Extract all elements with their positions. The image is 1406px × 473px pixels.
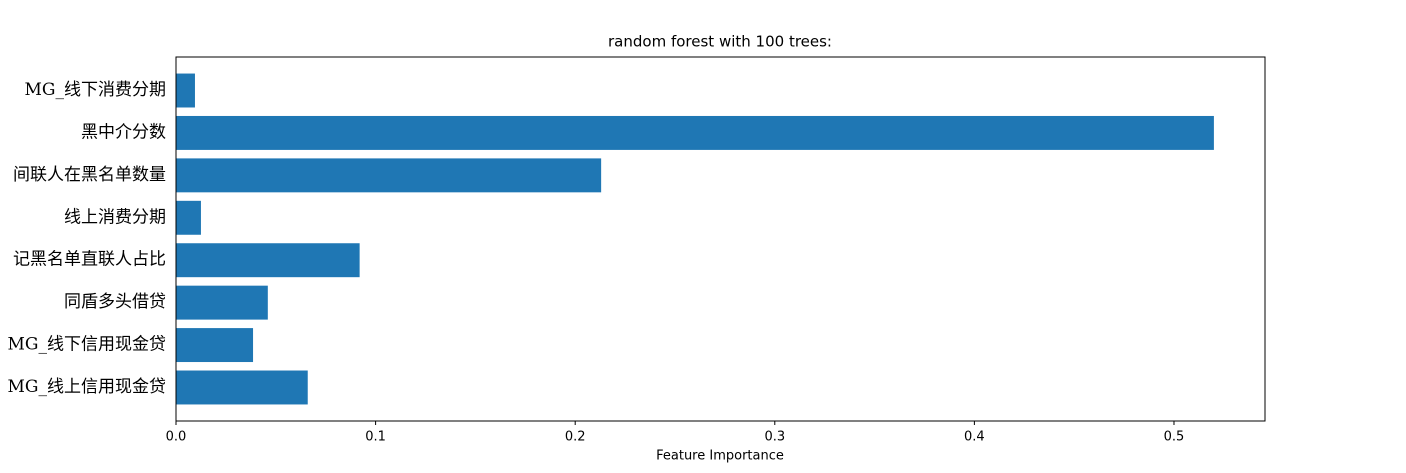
x-tick-label: 0.0 bbox=[166, 430, 187, 445]
x-axis-label: Feature Importance bbox=[656, 449, 784, 464]
y-tick-label: 黑中介分数 bbox=[81, 122, 166, 142]
plot-frame bbox=[175, 56, 1266, 422]
x-tick-label: 0.2 bbox=[565, 430, 586, 445]
y-tick-label: 线上消费分期 bbox=[64, 207, 166, 227]
x-tick-label: 0.5 bbox=[1164, 430, 1185, 445]
bar bbox=[176, 158, 602, 193]
bar bbox=[176, 200, 201, 235]
chart-title: random forest with 100 trees: bbox=[608, 33, 832, 51]
bar bbox=[176, 73, 195, 108]
bar bbox=[176, 370, 308, 405]
bar bbox=[176, 328, 254, 363]
y-tick-label: 同盾多头借贷 bbox=[64, 292, 166, 312]
bar bbox=[176, 285, 268, 320]
y-tick-label: MG_线上信用现金贷 bbox=[8, 377, 167, 397]
x-tick-label: 0.1 bbox=[365, 430, 386, 445]
y-tick-label: MG_线下信用现金贷 bbox=[8, 335, 167, 355]
bar bbox=[176, 115, 1214, 150]
x-tick-label: 0.3 bbox=[764, 430, 785, 445]
y-tick-label: 记黑名单直联人占比 bbox=[13, 250, 166, 270]
y-tick-label: 间联人在黑名单数量 bbox=[13, 165, 166, 185]
y-tick-label: MG_线下消费分期 bbox=[25, 80, 167, 100]
x-tick-label: 0.4 bbox=[964, 430, 985, 445]
bar bbox=[176, 243, 360, 278]
